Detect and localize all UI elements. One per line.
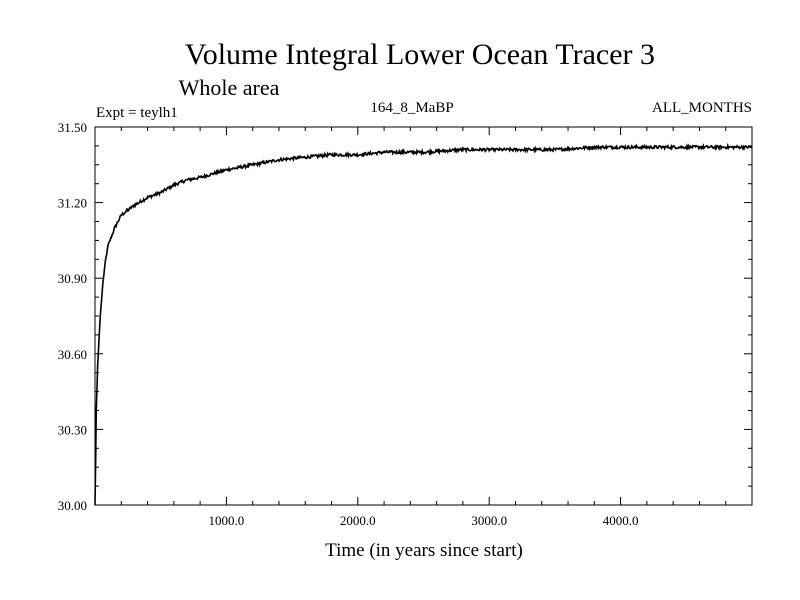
series-line-teylh1 [94,142,753,506]
x-axis-ticks [120,127,727,505]
period-label: 164_8_MaBP [370,100,453,116]
x-tick-label: 3000.0 [471,513,507,528]
expt-label: Expt = teylh1 [96,105,178,121]
y-axis-ticks [95,145,752,487]
y-tick-label: 30.90 [58,271,87,286]
chart-subtitle: Whole area [179,75,280,100]
y-axis-tick-labels: 30.00 30.30 30.60 30.90 31.20 31.50 [58,120,87,513]
chart-title: Volume Integral Lower Ocean Tracer 3 [185,38,655,71]
x-tick-label: 4000.0 [603,513,639,528]
x-axis-tick-labels: 1000.0 2000.0 3000.0 4000.0 [209,513,639,528]
y-tick-label: 30.00 [58,498,87,513]
x-axis-label: Time (in years since start) [325,540,523,561]
y-tick-label: 31.50 [58,120,87,135]
y-tick-label: 30.60 [58,347,87,362]
y-tick-label: 31.20 [58,196,87,211]
x-tick-label: 2000.0 [340,513,376,528]
months-label: ALL_MONTHS [652,100,752,116]
y-tick-label: 30.30 [58,422,87,437]
plot-frame [94,126,753,506]
x-tick-label: 1000.0 [209,513,245,528]
